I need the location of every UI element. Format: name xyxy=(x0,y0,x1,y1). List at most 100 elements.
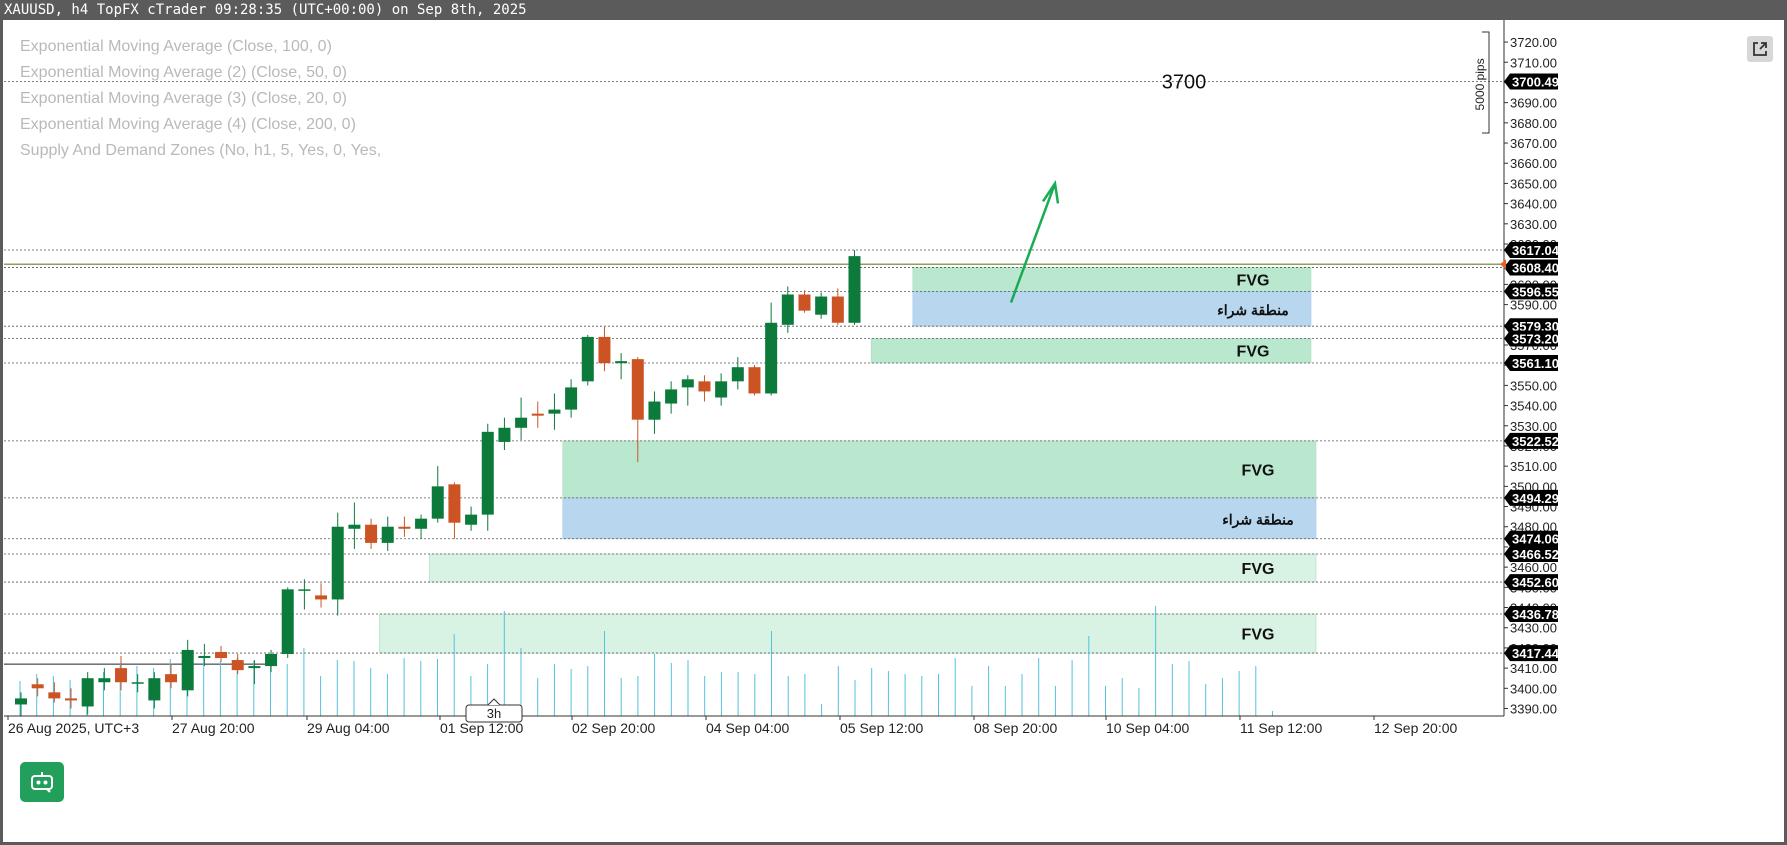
candles-layer xyxy=(15,250,861,717)
candle-body xyxy=(481,431,494,515)
y-tick-label: 3650.00 xyxy=(1510,176,1557,191)
candle-body xyxy=(348,524,361,529)
candle-body xyxy=(548,409,561,414)
indicator-ema-50[interactable]: Exponential Moving Average (2) (Close, 5… xyxy=(20,64,347,81)
measure-bracket xyxy=(1482,31,1490,134)
zone-label-6: FVG xyxy=(1242,627,1275,644)
candle-body xyxy=(515,417,528,428)
x-tick-label: 12 Sep 20:00 xyxy=(1374,720,1458,736)
candle-body xyxy=(281,589,294,654)
current-price-marker xyxy=(1500,259,1506,270)
x-tick-label: 29 Aug 04:00 xyxy=(307,720,390,736)
price-tag-label: 3474.06 xyxy=(1512,532,1559,547)
x-tick-label: 01 Sep 12:00 xyxy=(440,720,524,736)
annotations-layer: 3700 xyxy=(1009,71,1207,304)
price-tag xyxy=(1504,574,1558,591)
candle-body xyxy=(531,413,544,416)
frame-left xyxy=(0,20,3,845)
target-arrow xyxy=(1009,182,1057,304)
volume-layer xyxy=(19,606,1273,716)
candle-body xyxy=(298,589,311,591)
candle-body xyxy=(681,379,694,388)
x-tick-label: 05 Sep 12:00 xyxy=(840,720,924,736)
price-tag xyxy=(1504,489,1558,506)
x-tick-label: 08 Sep 20:00 xyxy=(974,720,1058,736)
target-arrowhead xyxy=(1041,180,1060,204)
candle-body xyxy=(265,653,278,667)
y-tick-label: 3540.00 xyxy=(1510,399,1557,414)
price-tag-label: 3522.52 xyxy=(1512,434,1559,449)
candle-body xyxy=(448,484,461,523)
candle-body xyxy=(698,381,711,392)
y-tick-label: 3400.00 xyxy=(1510,681,1557,696)
y-tick-label: 3710.00 xyxy=(1510,55,1557,70)
candle-body xyxy=(498,427,511,442)
candle-body xyxy=(181,649,194,691)
zones-layer: FVG منطقة شراء FVG FVG منطقة شراء FVG FVG xyxy=(379,267,1317,654)
zone-fvg-2 xyxy=(870,338,1312,364)
candle-body xyxy=(98,678,111,683)
candle-body xyxy=(415,518,428,529)
y-tick-label: 3630.00 xyxy=(1510,217,1557,232)
candle-body xyxy=(581,336,594,382)
price-tag xyxy=(1504,330,1558,347)
candle-body xyxy=(715,381,728,398)
price-tag xyxy=(1504,73,1558,90)
cbot-button[interactable] xyxy=(20,762,64,802)
zone-fvg_light-6 xyxy=(379,613,1317,654)
price-tag xyxy=(1504,241,1558,258)
indicator-ema-200[interactable]: Exponential Moving Average (4) (Close, 2… xyxy=(20,116,356,133)
price-tag-label: 3561.10 xyxy=(1512,356,1559,371)
annotation-text-0: 3700 xyxy=(1162,71,1207,93)
price-lines-layer xyxy=(4,81,1504,665)
candle-body xyxy=(631,359,644,420)
window-title: XAUUSD, h4 TopFX cTrader 09:28:35 (UTC+0… xyxy=(0,0,1787,20)
frame-bottom xyxy=(0,842,1787,845)
candle-body xyxy=(431,486,444,519)
price-tag-label: 3452.60 xyxy=(1512,575,1559,590)
zone-label-0: FVG xyxy=(1237,272,1270,289)
candle-body xyxy=(665,389,678,404)
candle-body xyxy=(248,666,261,669)
indicator-ema-100[interactable]: Exponential Moving Average (Close, 100, … xyxy=(20,38,332,55)
candle-body xyxy=(131,682,144,684)
candle-body xyxy=(148,678,161,701)
x-tick-label: 10 Sep 04:00 xyxy=(1106,720,1190,736)
price-tag xyxy=(1504,545,1558,562)
indicator-supply-demand[interactable]: Supply And Demand Zones (No, h1, 5, Yes,… xyxy=(20,142,382,159)
candle-body xyxy=(648,401,661,420)
y-tick-label: 3660.00 xyxy=(1510,156,1557,171)
indicator-ema-20[interactable]: Exponential Moving Average (3) (Close, 2… xyxy=(20,90,347,107)
price-tag-label: 3417.44 xyxy=(1512,646,1560,661)
price-tag-label: 3608.40 xyxy=(1512,260,1559,275)
cursor-time-label: 3h xyxy=(487,706,501,721)
price-tag xyxy=(1504,606,1558,623)
price-tag-label: 3617.04 xyxy=(1512,243,1560,258)
price-tag xyxy=(1504,645,1558,662)
candle-body xyxy=(165,674,178,683)
candle-body xyxy=(398,526,411,529)
y-tick-label: 3460.00 xyxy=(1510,560,1557,575)
candle-body xyxy=(731,367,744,382)
candle-body xyxy=(215,651,228,659)
price-tag xyxy=(1504,283,1558,300)
zone-label-3: FVG xyxy=(1242,462,1275,479)
price-tag xyxy=(1504,354,1558,371)
zone-fvg_light-5 xyxy=(429,553,1317,583)
y-tick-label: 3550.00 xyxy=(1510,378,1557,393)
candle-body xyxy=(15,698,27,705)
price-axis: 3390.003400.003410.003420.003430.003440.… xyxy=(1473,20,1560,717)
price-tag-label: 3494.29 xyxy=(1512,491,1559,506)
popout-button[interactable] xyxy=(1747,36,1773,62)
frame-right xyxy=(1784,20,1787,845)
candle-body xyxy=(315,595,328,600)
candle-body xyxy=(365,524,378,543)
price-tag xyxy=(1504,259,1558,276)
price-tag-label: 3436.78 xyxy=(1512,607,1559,622)
candle-body xyxy=(65,698,78,701)
candle-body xyxy=(748,367,761,394)
candle-body xyxy=(81,678,94,707)
price-tag xyxy=(1504,432,1558,449)
